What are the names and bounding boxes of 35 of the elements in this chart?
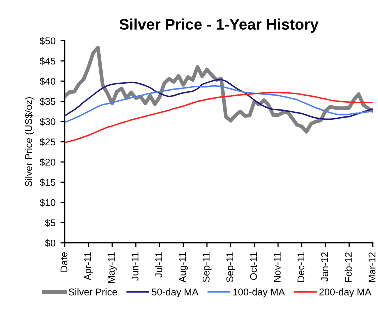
line-series [65, 86, 374, 124]
x-tick-label: Oct-11 [250, 252, 258, 280]
x-tick-label: Sep-11 [202, 252, 212, 282]
x-tick-label: May-11 [108, 252, 117, 284]
legend-label: 100-day MA [233, 288, 286, 298]
legend-label: Silver Price [68, 288, 118, 296]
chart-title: Silver Price - 1-Year History [120, 18, 319, 34]
y-tick-label: $40 [40, 78, 56, 86]
y-tick-label: $30 [40, 118, 56, 126]
x-tick-label: Dec-11 [298, 252, 305, 282]
x-tick-label: Date [60, 252, 68, 272]
y-tick-label: $0 [45, 239, 56, 248]
x-tick-label: Jul-11 [155, 252, 162, 278]
y-tick-label: $50 [40, 37, 56, 46]
x-tick-label: Apr-11 [84, 252, 94, 281]
y-tick-label: $25 [40, 138, 56, 146]
y-axis-title: Silver Price (US$/oz) [25, 98, 34, 187]
y-tick-label: $10 [40, 198, 56, 207]
legend-label: 200-day MA [320, 288, 372, 298]
line-series [65, 92, 374, 144]
line-series [65, 46, 374, 134]
x-tick-label: Aug-11 [179, 252, 188, 283]
y-tick-label: $45 [40, 57, 56, 66]
y-tick-label: $15 [40, 178, 56, 187]
x-tick-label: Jun-11 [132, 252, 139, 281]
y-tick-label: $20 [40, 158, 56, 166]
line-series [65, 79, 374, 120]
y-tick-label: $5 [45, 219, 56, 228]
legend-label: 50-day MA [152, 288, 199, 298]
x-tick-label: Sep-11 [226, 252, 236, 282]
x-tick-label: Jan-12 [321, 252, 328, 282]
y-tick-label: $35 [40, 98, 56, 106]
x-tick-label: Nov-11 [274, 252, 281, 282]
x-tick-label: Feb-12 [344, 252, 352, 282]
x-tick-label: Mar-12 [368, 252, 376, 282]
